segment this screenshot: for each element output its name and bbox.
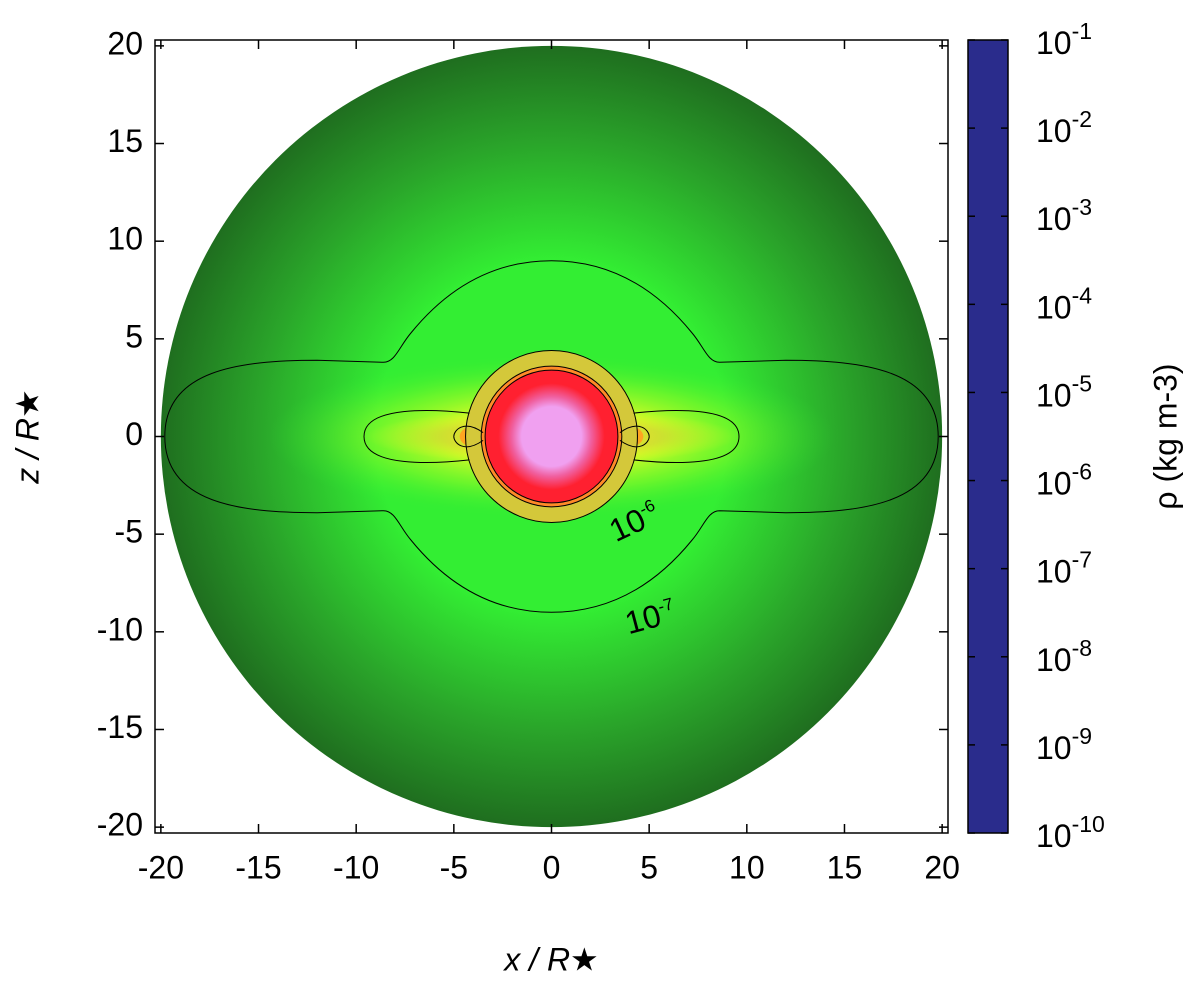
y-tick-label: -15 [97, 709, 143, 745]
star-core [485, 370, 618, 503]
contour-line [363, 409, 470, 464]
contour-line [480, 365, 623, 508]
x-tick-label: 5 [640, 849, 658, 885]
colorbar-tick-label: 10-10 [1036, 811, 1105, 854]
contour-line [453, 425, 484, 448]
colorbar-tick-label: 10-9 [1036, 723, 1092, 766]
y-tick-label: -5 [115, 514, 143, 550]
colorbar-tick-label: 10-4 [1036, 282, 1092, 325]
x-tick-label: -5 [440, 849, 468, 885]
contour-line [619, 425, 650, 448]
x-tick-label: 20 [924, 849, 960, 885]
x-tick-label: 15 [827, 849, 863, 885]
colorbar-tick-label: 10-3 [1036, 194, 1092, 237]
y-tick-label: -10 [97, 611, 143, 647]
y-axis-title: z / R★ [9, 389, 45, 484]
x-tick-label: -20 [138, 849, 184, 885]
y-tick-label: 5 [125, 318, 143, 354]
y-tick-label: 0 [125, 416, 143, 452]
contour-line [484, 369, 619, 504]
x-tick-label: 0 [543, 849, 561, 885]
colorbar-tick-label: 10-8 [1036, 635, 1092, 678]
colorbar-title: ρ (kg m-3) [1147, 363, 1183, 509]
x-tick-label: -15 [235, 849, 281, 885]
contour-line [633, 409, 740, 464]
contour-label: 10-7 [621, 594, 679, 642]
colorbar-tick-label: 10-1 [1036, 18, 1092, 61]
x-tick-label: -10 [333, 849, 379, 885]
colorbar [967, 39, 1009, 834]
x-tick-label: 10 [729, 849, 765, 885]
colorbar-tick-label: 10-2 [1036, 106, 1092, 149]
colorbar-tick-label: 10-5 [1036, 371, 1092, 414]
contour-line [164, 260, 939, 613]
y-tick-label: 15 [107, 123, 143, 159]
y-tick-label: 10 [107, 221, 143, 257]
colorbar-tick-label: 10-7 [1036, 547, 1092, 590]
colorbar-tick-label: 10-6 [1036, 459, 1092, 502]
contour-line [465, 350, 638, 523]
x-axis-title: x / R★ [502, 941, 598, 977]
y-tick-label: 20 [107, 25, 143, 61]
y-tick-label: -20 [97, 807, 143, 843]
